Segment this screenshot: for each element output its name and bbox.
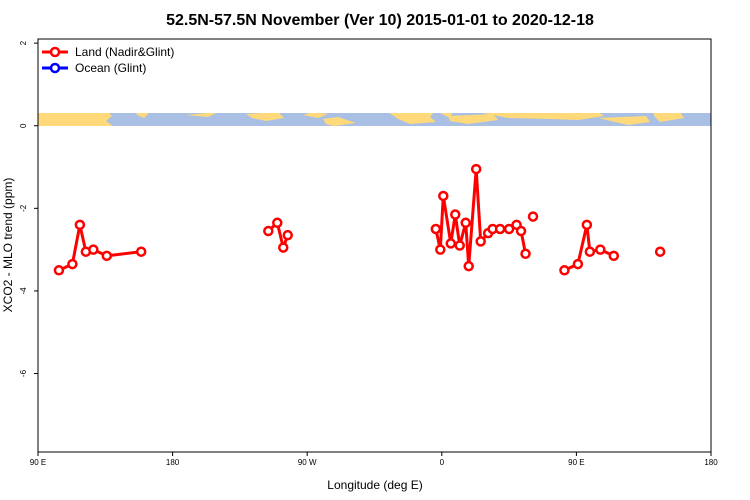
data-point — [282, 229, 294, 241]
data-point — [527, 211, 539, 222]
data-point — [494, 223, 506, 235]
data-point — [88, 244, 99, 255]
y-axis-label: XCO2 - MLO trend (ppm) — [1, 178, 15, 313]
data-point — [101, 250, 113, 262]
y-tick-label: -6 — [19, 369, 28, 377]
legend-ocean-marker — [49, 62, 61, 74]
y-tick-label: 0 — [19, 123, 28, 128]
data-point — [460, 217, 471, 229]
data-point — [435, 244, 446, 255]
data-point — [445, 238, 457, 249]
data-point — [74, 219, 86, 231]
data-point — [470, 163, 482, 175]
series-line — [267, 221, 290, 250]
data-point — [272, 217, 283, 229]
data-point — [475, 236, 486, 247]
x-tick-label: 90 E — [568, 458, 584, 467]
x-axis: 90 E 180 90 W 0 90 E 180 — [30, 452, 718, 467]
x-tick-label: 90 E — [30, 458, 46, 467]
chart-title: 52.5N-57.5N November (Ver 10) 2015-01-01… — [166, 12, 594, 29]
data-point — [438, 190, 449, 202]
y-axis: 2 0 -2 -4 -6 — [19, 40, 38, 377]
data-point — [503, 223, 515, 235]
series-layer — [53, 163, 666, 276]
data-point — [135, 246, 147, 257]
y-tick-label: 2 — [19, 40, 28, 45]
series-line — [434, 167, 501, 268]
data-point — [654, 246, 666, 257]
data-point — [53, 265, 65, 276]
data-point — [608, 250, 620, 262]
x-tick-label: 180 — [704, 458, 718, 467]
x-tick-label: 0 — [440, 458, 445, 467]
x-tick-label: 90 W — [298, 458, 317, 467]
x-tick-label: 180 — [166, 458, 180, 467]
data-point — [463, 260, 474, 272]
y-tick-label: -2 — [19, 204, 28, 212]
data-point — [278, 242, 289, 253]
data-point — [559, 265, 570, 276]
data-point — [515, 225, 527, 237]
data-point — [572, 258, 584, 270]
x-axis-label: Longitude (deg E) — [327, 478, 422, 492]
data-point — [67, 258, 78, 270]
data-point — [430, 223, 442, 235]
data-point — [454, 240, 465, 251]
y-tick-label: -4 — [19, 287, 28, 295]
data-point — [595, 244, 606, 255]
data-point — [581, 219, 593, 231]
plot-frame — [37, 38, 712, 453]
data-point — [263, 225, 274, 237]
data-point — [584, 246, 596, 257]
data-point — [520, 248, 531, 260]
legend-land-marker — [49, 46, 61, 58]
data-point — [450, 209, 461, 220]
land-ocean-band — [38, 113, 711, 126]
legend-ocean-label: Ocean (Glint) — [75, 61, 146, 75]
legend-land-label: Land (Nadir&Glint) — [75, 45, 174, 59]
legend: Land (Nadir&Glint) Ocean (Glint) — [42, 45, 174, 75]
